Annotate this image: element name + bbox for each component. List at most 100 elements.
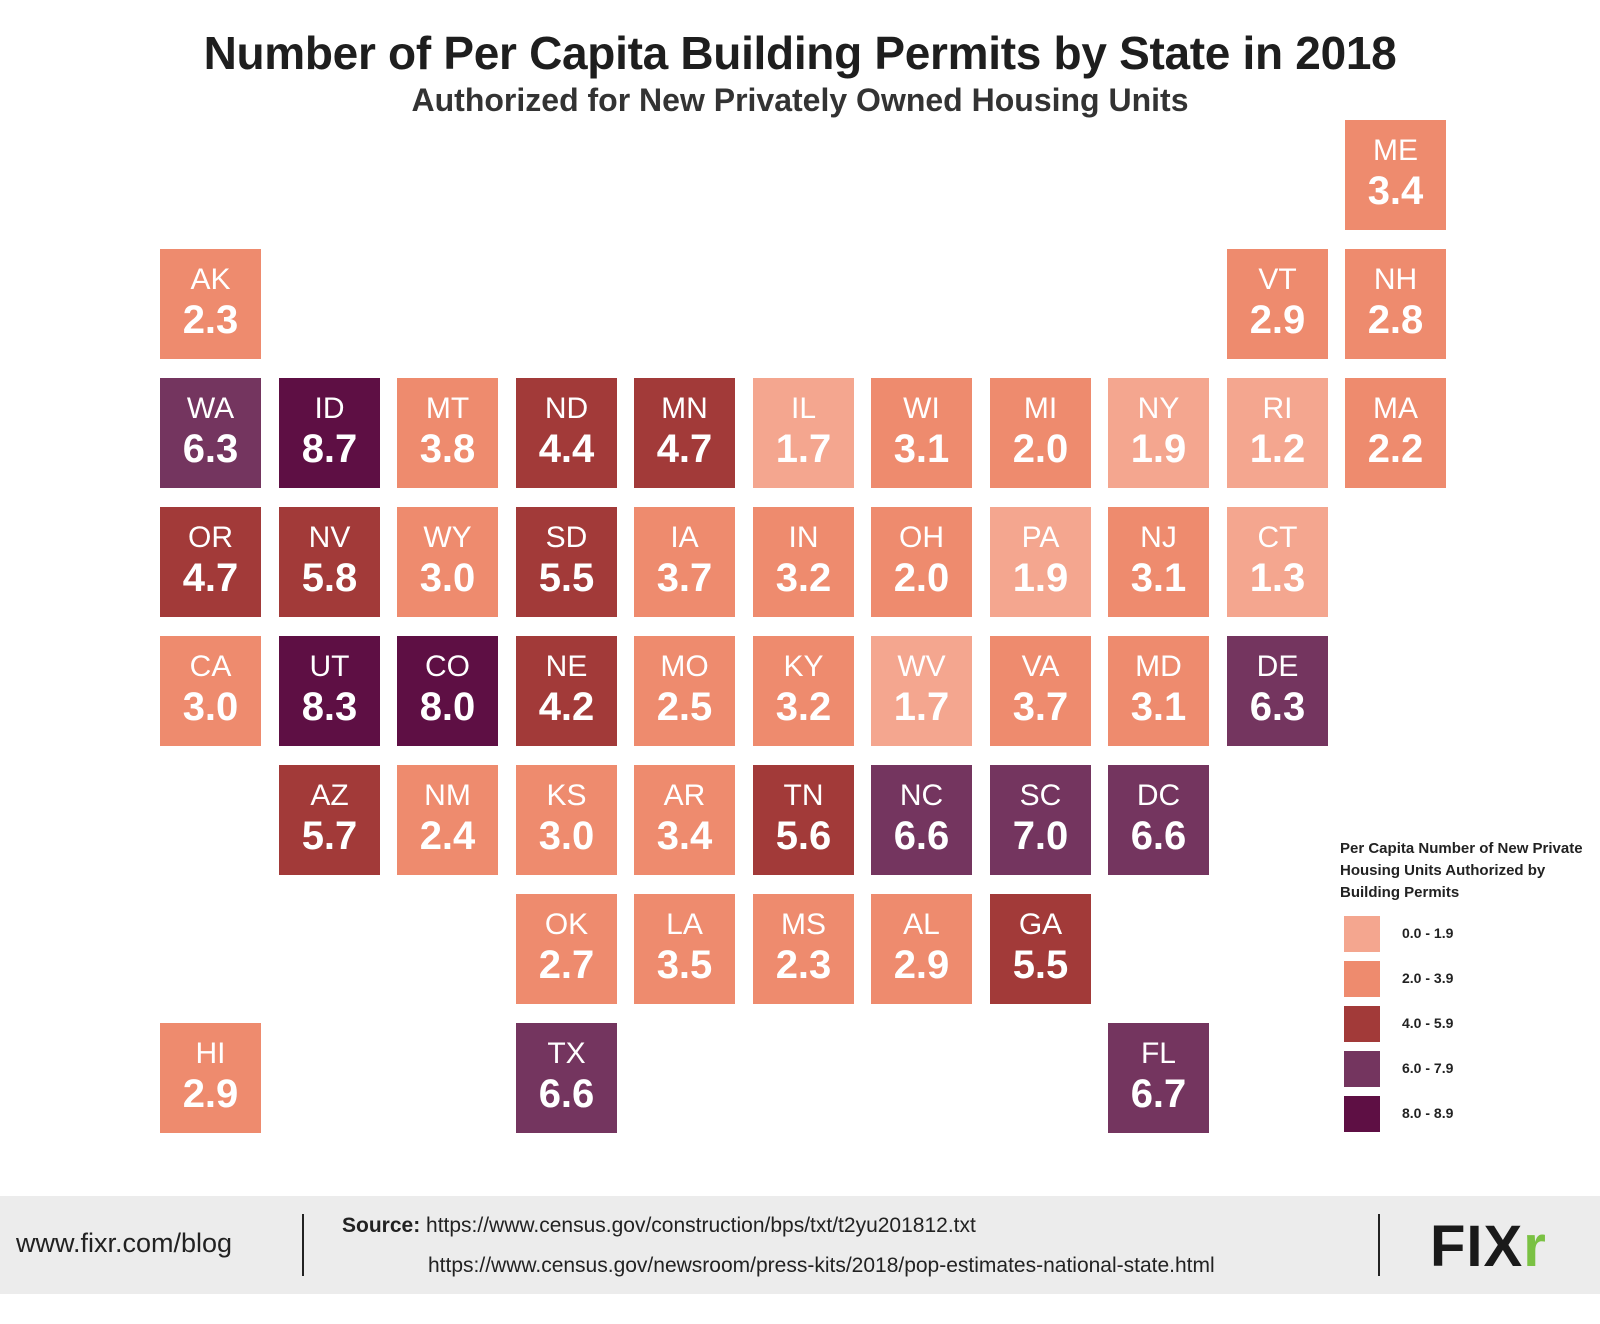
state-value: 8.3 — [301, 685, 358, 729]
state-value: 3.7 — [1012, 685, 1069, 729]
state-abbr: WI — [903, 392, 940, 425]
legend-item: 6.0 - 7.9 — [1340, 1051, 1595, 1087]
state-value: 8.0 — [419, 685, 476, 729]
legend-label: 0.0 - 1.9 — [1402, 925, 1454, 941]
state-value: 2.2 — [1367, 427, 1424, 471]
state-tile-ia: IA 3.7 — [634, 507, 735, 617]
state-value: 1.9 — [1130, 427, 1187, 471]
state-value: 2.8 — [1367, 298, 1424, 342]
state-tile-wa: WA 6.3 — [160, 378, 261, 488]
state-value: 1.3 — [1249, 556, 1306, 600]
state-abbr: DE — [1256, 650, 1299, 683]
state-abbr: OH — [899, 521, 944, 554]
logo-accent-text: r — [1523, 1214, 1547, 1279]
state-value: 3.4 — [656, 814, 713, 858]
footer-site-link[interactable]: www.fixr.com/blog — [16, 1228, 233, 1258]
state-tile-nm: NM 2.4 — [397, 765, 498, 875]
legend-swatch — [1344, 916, 1380, 952]
footer-divider-right — [1378, 1214, 1380, 1276]
state-tile-la: LA 3.5 — [634, 894, 735, 1004]
legend-item: 8.0 - 8.9 — [1340, 1096, 1595, 1132]
state-tile-ut: UT 8.3 — [279, 636, 380, 746]
state-value: 3.0 — [538, 814, 595, 858]
state-tile-ar: AR 3.4 — [634, 765, 735, 875]
state-tile-mo: MO 2.5 — [634, 636, 735, 746]
state-abbr: WV — [897, 650, 946, 683]
state-abbr: VA — [1021, 650, 1060, 683]
state-tile-tn: TN 5.6 — [753, 765, 854, 875]
state-value: 2.0 — [1012, 427, 1069, 471]
state-tile-id: ID 8.7 — [279, 378, 380, 488]
state-tile-hi: HI 2.9 — [160, 1023, 261, 1133]
state-tile-nh: NH 2.8 — [1345, 249, 1446, 359]
state-value: 6.3 — [1249, 685, 1306, 729]
state-value: 4.7 — [182, 556, 239, 600]
state-tile-md: MD 3.1 — [1108, 636, 1209, 746]
state-tile-ms: MS 2.3 — [753, 894, 854, 1004]
state-value: 5.5 — [538, 556, 595, 600]
state-tile-nv: NV 5.8 — [279, 507, 380, 617]
state-tile-ri: RI 1.2 — [1227, 378, 1328, 488]
state-value: 6.6 — [1130, 814, 1187, 858]
state-tile-ne: NE 4.2 — [516, 636, 617, 746]
state-tile-az: AZ 5.7 — [279, 765, 380, 875]
state-value: 2.0 — [893, 556, 950, 600]
legend-items: 0.0 - 1.9 2.0 - 3.9 4.0 - 5.9 6.0 - 7.9 8.0 … — [1340, 916, 1595, 1132]
state-value: 8.7 — [301, 427, 358, 471]
state-tile-pa: PA 1.9 — [990, 507, 1091, 617]
state-tile-vt: VT 2.9 — [1227, 249, 1328, 359]
state-value: 2.5 — [656, 685, 713, 729]
state-value: 1.7 — [775, 427, 832, 471]
state-abbr: AL — [903, 908, 940, 941]
state-abbr: VT — [1258, 263, 1297, 296]
state-abbr: DC — [1136, 779, 1181, 812]
state-value: 1.7 — [893, 685, 950, 729]
state-tile-dc: DC 6.6 — [1108, 765, 1209, 875]
state-tile-or: OR 4.7 — [160, 507, 261, 617]
state-abbr: OK — [544, 908, 589, 941]
state-abbr: ND — [544, 392, 589, 425]
state-tile-wy: WY 3.0 — [397, 507, 498, 617]
state-value: 6.6 — [893, 814, 950, 858]
legend-swatch — [1344, 1006, 1380, 1042]
state-abbr: WA — [186, 392, 235, 425]
state-abbr: MD — [1135, 650, 1182, 683]
legend-label: 8.0 - 8.9 — [1402, 1105, 1454, 1121]
state-value: 3.2 — [775, 685, 832, 729]
state-abbr: TX — [547, 1037, 586, 1070]
state-tile-ma: MA 2.2 — [1345, 378, 1446, 488]
state-value: 5.7 — [301, 814, 358, 858]
state-value: 4.4 — [538, 427, 595, 471]
state-tile-wv: WV 1.7 — [871, 636, 972, 746]
legend-item: 2.0 - 3.9 — [1340, 961, 1595, 997]
state-abbr: CO — [425, 650, 470, 683]
state-abbr: CT — [1257, 521, 1298, 554]
source-url-2[interactable]: https://www.census.gov/newsroom/press-ki… — [428, 1254, 1215, 1277]
state-value: 2.3 — [182, 298, 239, 342]
state-abbr: FL — [1140, 1037, 1176, 1070]
legend-label: 6.0 - 7.9 — [1402, 1060, 1454, 1076]
legend-item: 4.0 - 5.9 — [1340, 1006, 1595, 1042]
state-value: 2.3 — [775, 943, 832, 987]
state-abbr: SD — [545, 521, 588, 554]
state-abbr: AR — [663, 779, 706, 812]
source-label: Source: — [342, 1214, 421, 1237]
legend-swatch — [1344, 1096, 1380, 1132]
state-abbr: NM — [424, 779, 471, 812]
state-value: 4.2 — [538, 685, 595, 729]
legend-title: Per Capita Number of New Private Housing… — [1340, 840, 1583, 901]
state-tile-fl: FL 6.7 — [1108, 1023, 1209, 1133]
state-value: 2.9 — [893, 943, 950, 987]
state-abbr: NJ — [1140, 521, 1177, 554]
state-abbr: AK — [190, 263, 231, 296]
state-abbr: UT — [309, 650, 350, 683]
state-abbr: KY — [783, 650, 824, 683]
source-url-1[interactable]: https://www.census.gov/construction/bps/… — [426, 1214, 976, 1237]
legend-swatch — [1344, 961, 1380, 997]
state-tile-nd: ND 4.4 — [516, 378, 617, 488]
state-value: 5.6 — [775, 814, 832, 858]
state-tile-ak: AK 2.3 — [160, 249, 261, 359]
map-title: Number of Per Capita Building Permits by… — [203, 27, 1397, 79]
state-abbr: HI — [195, 1037, 226, 1070]
state-value: 2.7 — [538, 943, 595, 987]
